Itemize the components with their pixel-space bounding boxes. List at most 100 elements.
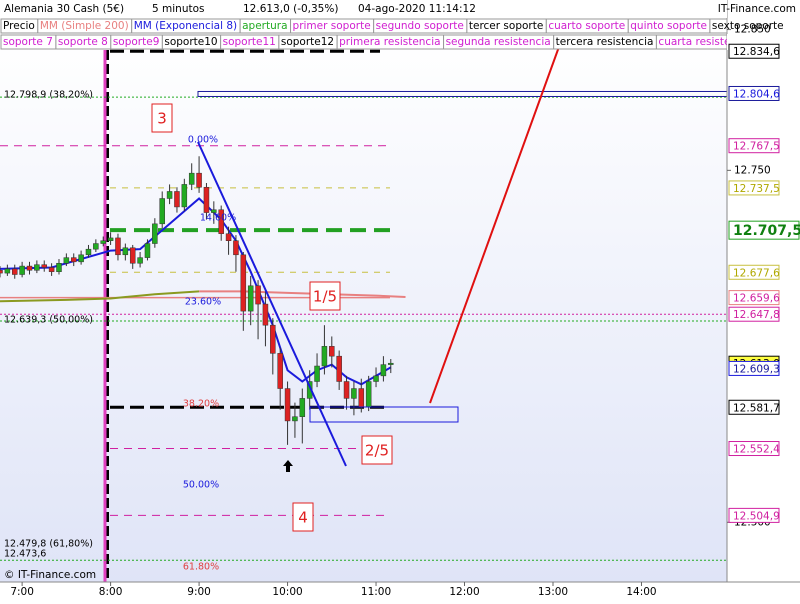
fib-label: 12.798,9 (38,20%): [4, 90, 93, 101]
candle-body: [56, 263, 62, 272]
level-label: 12.804,6: [733, 88, 780, 100]
legend-label: cuarto soporte: [548, 20, 625, 32]
level-label: 12.552,4: [733, 444, 780, 456]
candle-body: [159, 198, 165, 225]
legend-label: tercera resistencia: [556, 36, 654, 48]
legend-label: soporte 7: [3, 36, 53, 48]
level-label: 12.659,6: [733, 293, 780, 305]
level-label-box: [728, 441, 780, 457]
level-label: 12.677,6: [733, 267, 780, 279]
candle-body: [174, 191, 180, 208]
plot-layer: 12.798,9 (38,20%) 12.639,3 (50,00%) 12.479…: [0, 43, 727, 582]
candle-body: [70, 257, 77, 263]
legend: Precio MM (Simple 200) MM (Exponencial 8) a…: [0, 18, 800, 50]
candle-body: [270, 324, 276, 354]
legend-label: primera resistencia: [339, 36, 440, 48]
annotation: 1/5: [313, 288, 337, 306]
level-label: 12.707,5: [733, 223, 800, 239]
annotation: 2/5: [365, 442, 389, 460]
candle-body: [26, 265, 33, 271]
legend-label: soporte12: [281, 36, 334, 48]
fib-label: 12.639,3 (50,00%): [4, 315, 93, 326]
candle-body: [365, 381, 372, 408]
candle-body: [284, 388, 291, 422]
level-box: [197, 90, 727, 97]
arrow: [283, 460, 293, 472]
candle-body: [351, 388, 357, 399]
candle-body: [137, 257, 143, 264]
candle-body: [329, 346, 335, 357]
candle-body: [299, 398, 306, 417]
candle-body: [380, 364, 387, 377]
candle-body: [181, 184, 188, 208]
candle-body: [247, 285, 254, 312]
legend-label: sexto soporte: [712, 20, 784, 32]
level-label-box: [728, 360, 780, 376]
fib-pct: 38.20%: [183, 399, 219, 410]
candle-body: [225, 233, 232, 241]
level-label-box: [728, 507, 780, 523]
legend-label: primer soporte: [293, 20, 371, 32]
annotation-box: [309, 281, 341, 311]
candle-body: [41, 264, 47, 268]
legend-label: MM (Simple 200): [40, 20, 129, 32]
fib-pct: 14.60%: [200, 213, 236, 224]
candle-body: [203, 186, 210, 213]
fib-label: 12.479,8 (61,80%): [4, 539, 93, 550]
legend-label: Precio: [3, 20, 35, 32]
candle-body: [255, 285, 261, 305]
x-tick-label: 13:00: [538, 586, 568, 598]
x-tick-label: 14:00: [626, 586, 656, 598]
level-label-box: [728, 399, 780, 415]
legend-label: apertura: [242, 20, 287, 32]
candle-body: [34, 264, 40, 271]
candle-body: [388, 362, 394, 365]
candle-body: [373, 375, 379, 382]
fib-pct: 61.80%: [183, 562, 219, 573]
y-tick-label: 12.850: [734, 24, 771, 36]
candle-body: [277, 353, 283, 389]
level-label-box: [728, 220, 800, 240]
x-tick-label: 11:00: [361, 586, 391, 598]
overlay-line: [0, 290, 200, 303]
trend-line: [197, 141, 347, 467]
legend-label: tercer soporte: [469, 20, 543, 32]
level-label-box: [728, 43, 780, 59]
candle-body: [166, 191, 173, 199]
header-bar: [0, 0, 727, 18]
level-label-box: [728, 264, 780, 280]
candle-body: [358, 388, 365, 408]
level-label: 12.737,5: [733, 183, 780, 195]
x-tick-label: 8:00: [99, 586, 123, 598]
annotation-box: [292, 502, 314, 532]
fib-pct: 0.00%: [188, 135, 218, 146]
level-label-box: [728, 290, 780, 306]
candle-body: [262, 303, 269, 326]
legend-label: quinto soporte: [630, 20, 707, 32]
candle-body: [11, 268, 18, 275]
level-label: 12.767,5: [733, 141, 780, 153]
legend-label: segundo soporte: [376, 20, 464, 32]
y-tick-label: 12.750: [734, 164, 771, 176]
level-label: 12.504,9: [733, 510, 780, 522]
fib-pct: 50.00%: [183, 480, 219, 491]
title: Alemania 30 Cash (5€): [4, 3, 124, 15]
candle-body: [336, 355, 342, 382]
x-tick-label: 12:00: [449, 586, 479, 598]
level-label-box: [728, 138, 780, 154]
level-label: 12.647,8: [733, 309, 780, 321]
level-label: 12.581,7: [733, 402, 780, 414]
level-label-box: [728, 85, 780, 101]
annotation-box: [151, 103, 173, 133]
candle-body: [48, 267, 55, 272]
candle-body: [196, 172, 202, 188]
candle-body: [115, 237, 121, 256]
level-label: 12.834,6: [733, 46, 780, 58]
candle-body: [107, 237, 114, 241]
level-label-box: [728, 306, 780, 322]
candle-body: [144, 243, 151, 258]
x-tick-label: 10:00: [272, 586, 302, 598]
candle-body: [122, 247, 129, 256]
level-label: 12.609,3: [733, 363, 780, 375]
